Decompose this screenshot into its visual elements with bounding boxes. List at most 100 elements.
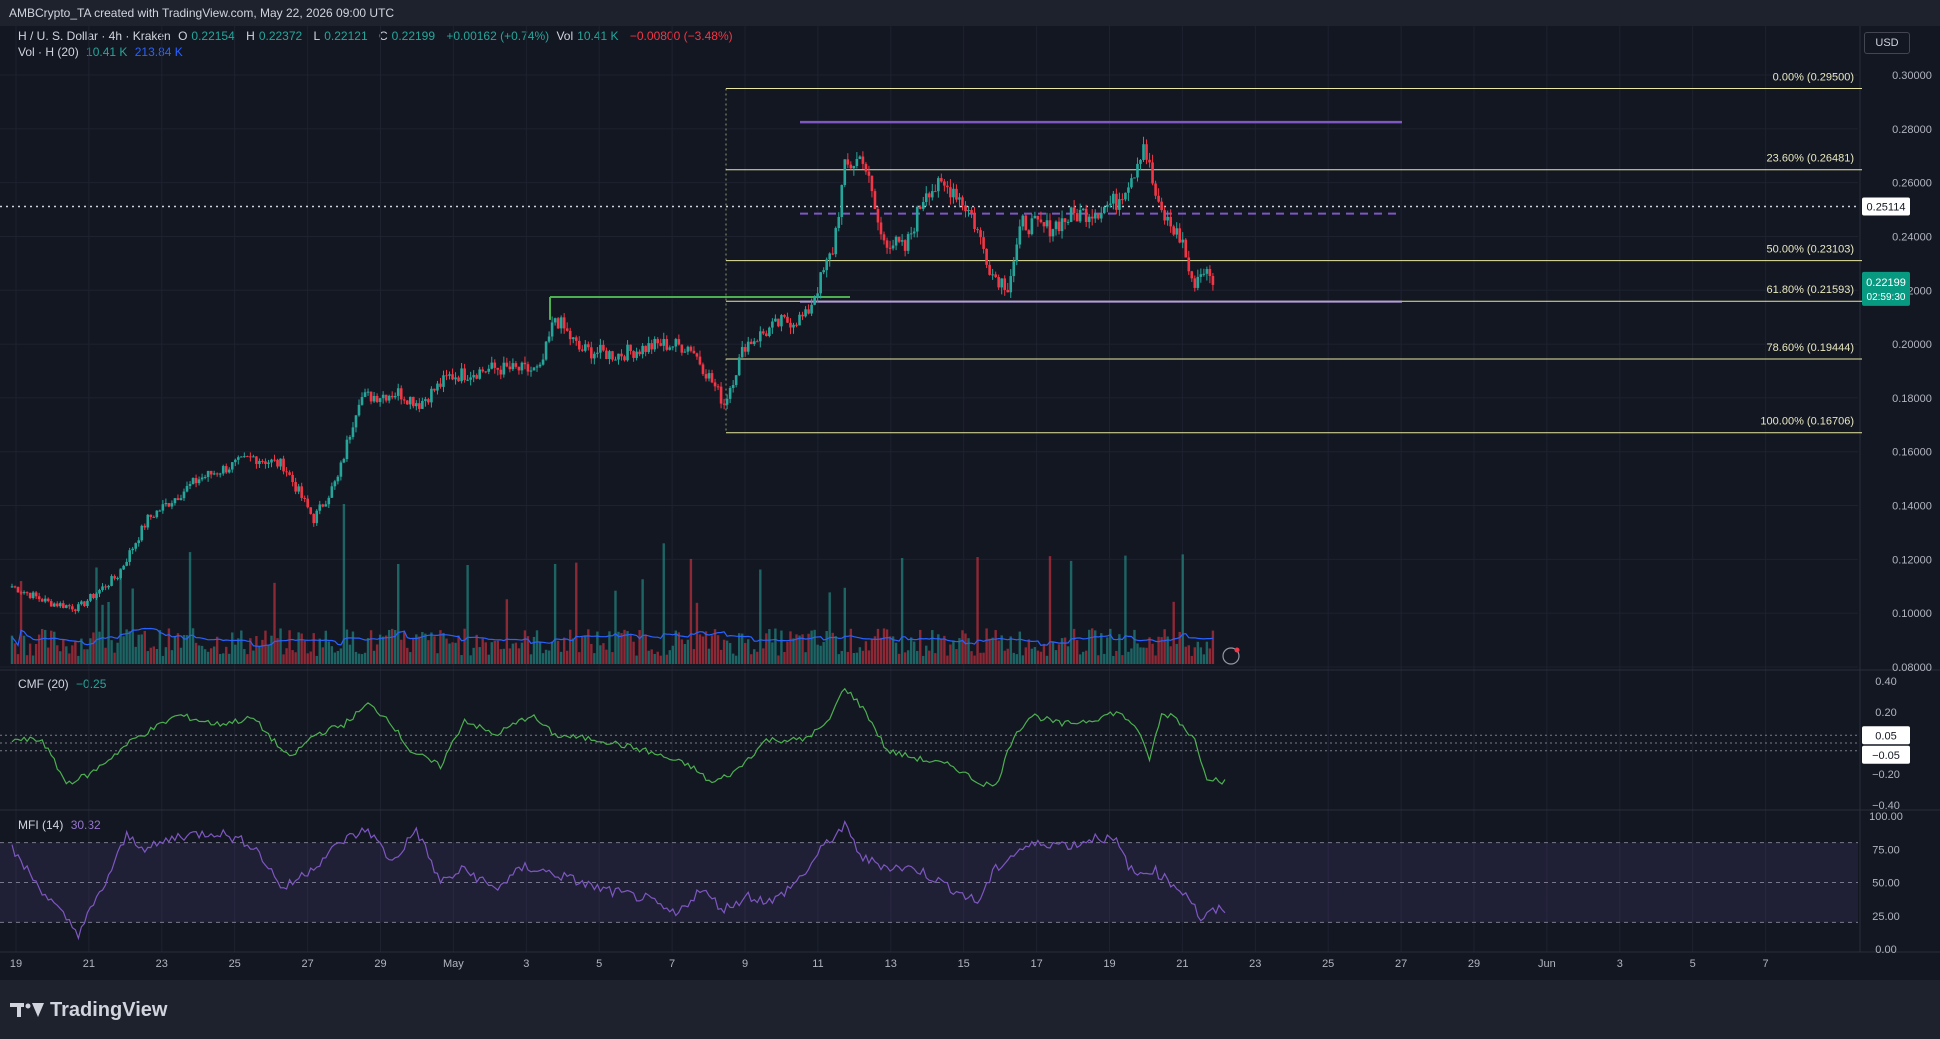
mfi-indicator-name[interactable]: MFI (14) [18, 818, 64, 832]
candle-body [288, 472, 291, 475]
volume-bar [1211, 630, 1215, 664]
volume-bar [215, 636, 219, 664]
volume-bar [671, 645, 675, 664]
volume-bar [656, 651, 659, 664]
candle-body [218, 473, 222, 475]
candle-body [381, 394, 385, 399]
volume-bar [1187, 645, 1190, 664]
volume-legend[interactable]: Vol · H (20) 10.41 K 213.84 K [18, 45, 187, 59]
volume-bar [372, 650, 376, 664]
volume-bar [650, 649, 653, 664]
volume-bar [194, 642, 198, 664]
volume-value: 10.41 K [86, 45, 128, 59]
candle-body [194, 477, 198, 484]
volume-bar [683, 644, 687, 664]
volume-bar [89, 638, 92, 664]
candle-body [689, 346, 693, 351]
symbol-name[interactable]: H / U. S. Dollar · 4h · Kraken [18, 29, 171, 43]
volume-bar [840, 650, 843, 664]
mfi-legend[interactable]: MFI (14) 30.32 [18, 818, 105, 832]
candle-body [354, 415, 358, 428]
fib-level-label: 0.00% (0.29500) [1773, 71, 1854, 83]
volume-bar [131, 588, 134, 664]
volume-bar [1184, 646, 1187, 664]
volume-bar [825, 630, 828, 664]
candle-body [900, 240, 904, 242]
candle-body [472, 375, 475, 378]
candle-body [1024, 215, 1028, 231]
candle-body [125, 561, 128, 566]
volume-bar [768, 629, 771, 664]
tradingview-logo[interactable]: TradingView [10, 998, 167, 1022]
volume-bar [339, 648, 343, 664]
volume-bar [1196, 641, 1200, 664]
volume-bar [1163, 629, 1166, 664]
candle-body [1081, 208, 1085, 210]
mfi-path [11, 819, 1226, 941]
candle-body [481, 369, 485, 372]
candle-body [1060, 218, 1064, 232]
volume-bar [387, 629, 391, 664]
volume-bar [40, 628, 44, 664]
volume-bar [1084, 650, 1088, 664]
symbol-legend[interactable]: H / U. S. Dollar · 4h · Kraken O 0.22154 … [18, 29, 737, 43]
candle-body [448, 374, 451, 376]
candle-body [490, 362, 494, 369]
candle-body [810, 304, 813, 314]
volume-ma-line [11, 627, 1213, 647]
volume-bar [922, 655, 925, 664]
candle-body [212, 473, 216, 475]
candle-body [98, 589, 101, 594]
fibonacci-retracement[interactable]: 0.00% (0.29500) 23.60% (0.26481) 50.00% (0… [725, 71, 1862, 434]
volume-bar [448, 643, 451, 664]
candle-body [110, 576, 113, 586]
candle-body [167, 503, 171, 507]
candle-body [1115, 193, 1118, 210]
volume-bar [575, 562, 578, 664]
candle-body [1169, 216, 1172, 227]
volume-bar [1066, 646, 1070, 664]
candle-body [535, 366, 539, 368]
candle-body [1160, 201, 1163, 211]
cmf-legend[interactable]: CMF (20) −0.25 [18, 677, 110, 691]
volume-bar [1088, 629, 1091, 664]
volume-bar [873, 636, 877, 664]
volume-bar [695, 602, 699, 664]
volume-bar [584, 635, 587, 664]
cmf-tag-upper-bg [1862, 726, 1910, 745]
cmf-indicator-name[interactable]: CMF (20) [18, 677, 69, 691]
candle-body [713, 382, 717, 387]
chart-canvas[interactable]: 0.00% (0.29500) 23.60% (0.26481) 50.00% (0… [0, 26, 1940, 980]
volume-bar [753, 649, 756, 664]
candle-body [511, 363, 515, 370]
volume-bar [176, 633, 180, 664]
candle-body [61, 603, 65, 608]
currency-button[interactable]: USD [1864, 32, 1910, 54]
candle-body [182, 491, 186, 499]
volume-bar [517, 648, 521, 664]
volume-bar [644, 634, 647, 664]
candle-body [427, 399, 430, 403]
open-value: 0.22154 [191, 29, 235, 43]
volume-indicator-name[interactable]: Vol · H (20) [18, 45, 79, 59]
candle-body [1000, 278, 1003, 288]
cmf-axis-label: −0.40 [1872, 800, 1900, 812]
candle-body [375, 395, 379, 402]
volume-bar [909, 637, 913, 664]
volume-bar [1081, 651, 1085, 664]
volume-bar [937, 634, 940, 664]
candle-body [131, 548, 134, 551]
volume-bar [493, 640, 496, 664]
candle-body [626, 344, 629, 361]
volume-bar [632, 641, 635, 664]
candle-body [439, 383, 442, 387]
candle-body [209, 470, 213, 475]
volume-bar [155, 649, 159, 664]
candle-body [1009, 276, 1013, 293]
volume-bar [505, 599, 509, 664]
candle-body [315, 510, 319, 524]
candle-body [1039, 219, 1043, 223]
candle-body [324, 504, 328, 507]
volume-bar [439, 630, 442, 664]
volume-bar [188, 552, 192, 664]
